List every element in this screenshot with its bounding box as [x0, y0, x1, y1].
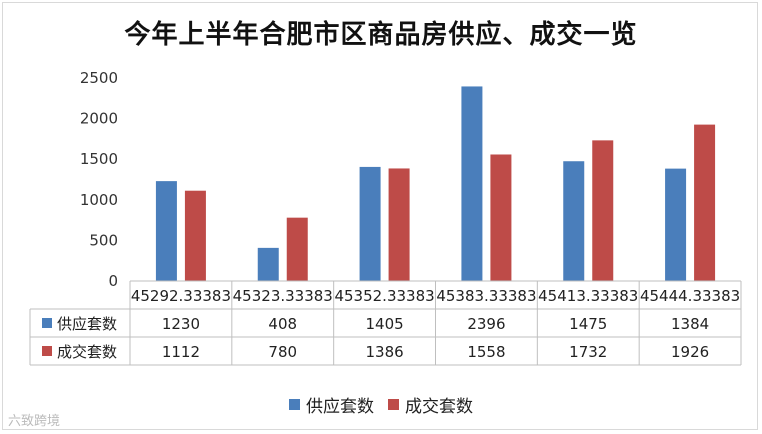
chart-legend: 供应套数 成交套数	[0, 392, 762, 417]
legend-item-supply: 供应套数	[289, 392, 374, 417]
table-series-name-deals: 成交套数	[57, 343, 117, 361]
bar-deals	[694, 124, 716, 282]
bar-supply	[359, 166, 381, 281]
data-label-deals: 1558	[467, 343, 505, 361]
y-tick-label: 1000	[80, 191, 118, 209]
data-label-supply: 408	[268, 315, 297, 333]
data-label-supply: 2396	[467, 315, 505, 333]
bar-supply	[563, 161, 585, 281]
data-label-supply: 1230	[162, 315, 200, 333]
legend-item-deals: 成交套数	[388, 392, 473, 417]
data-label-deals: 1386	[365, 343, 403, 361]
category-label: 45413.33383	[538, 287, 638, 305]
category-label: 45352.33383	[334, 287, 434, 305]
data-label-deals: 1732	[569, 343, 607, 361]
data-label-supply: 1475	[569, 315, 607, 333]
legend-swatch-deals	[388, 399, 399, 410]
y-tick-label: 1500	[80, 150, 118, 168]
legend-label-supply: 供应套数	[306, 397, 374, 417]
bar-deals	[490, 154, 512, 281]
bar-supply	[665, 168, 687, 281]
bar-deals	[184, 190, 206, 281]
bar-deals	[286, 217, 308, 281]
y-tick-label: 2000	[80, 110, 118, 128]
bar-supply	[461, 86, 483, 282]
bar-supply	[155, 181, 177, 281]
data-label-deals: 1112	[162, 343, 200, 361]
legend-label-deals: 成交套数	[405, 397, 473, 417]
category-label: 45323.33383	[233, 287, 333, 305]
bar-deals	[592, 140, 614, 281]
bar-supply	[257, 247, 279, 281]
table-swatch-supply	[42, 318, 52, 328]
chart-frame	[2, 2, 758, 430]
data-label-deals: 1926	[671, 343, 709, 361]
y-tick-label: 500	[89, 231, 118, 249]
data-label-supply: 1405	[365, 315, 403, 333]
category-label: 45444.33383	[640, 287, 740, 305]
category-label: 45383.33383	[436, 287, 536, 305]
category-label: 45292.33383	[131, 287, 231, 305]
legend-swatch-supply	[289, 399, 300, 410]
y-tick-label: 0	[108, 272, 118, 290]
data-label-supply: 1384	[671, 315, 709, 333]
watermark-text: 六致跨境	[8, 414, 61, 429]
table-swatch-deals	[42, 346, 52, 356]
data-label-deals: 780	[268, 343, 297, 361]
y-tick-label: 2500	[80, 69, 118, 87]
table-series-name-supply: 供应套数	[57, 315, 117, 333]
chart-title: 今年上半年合肥市区商品房供应、成交一览	[124, 20, 638, 50]
bar-deals	[388, 168, 410, 281]
